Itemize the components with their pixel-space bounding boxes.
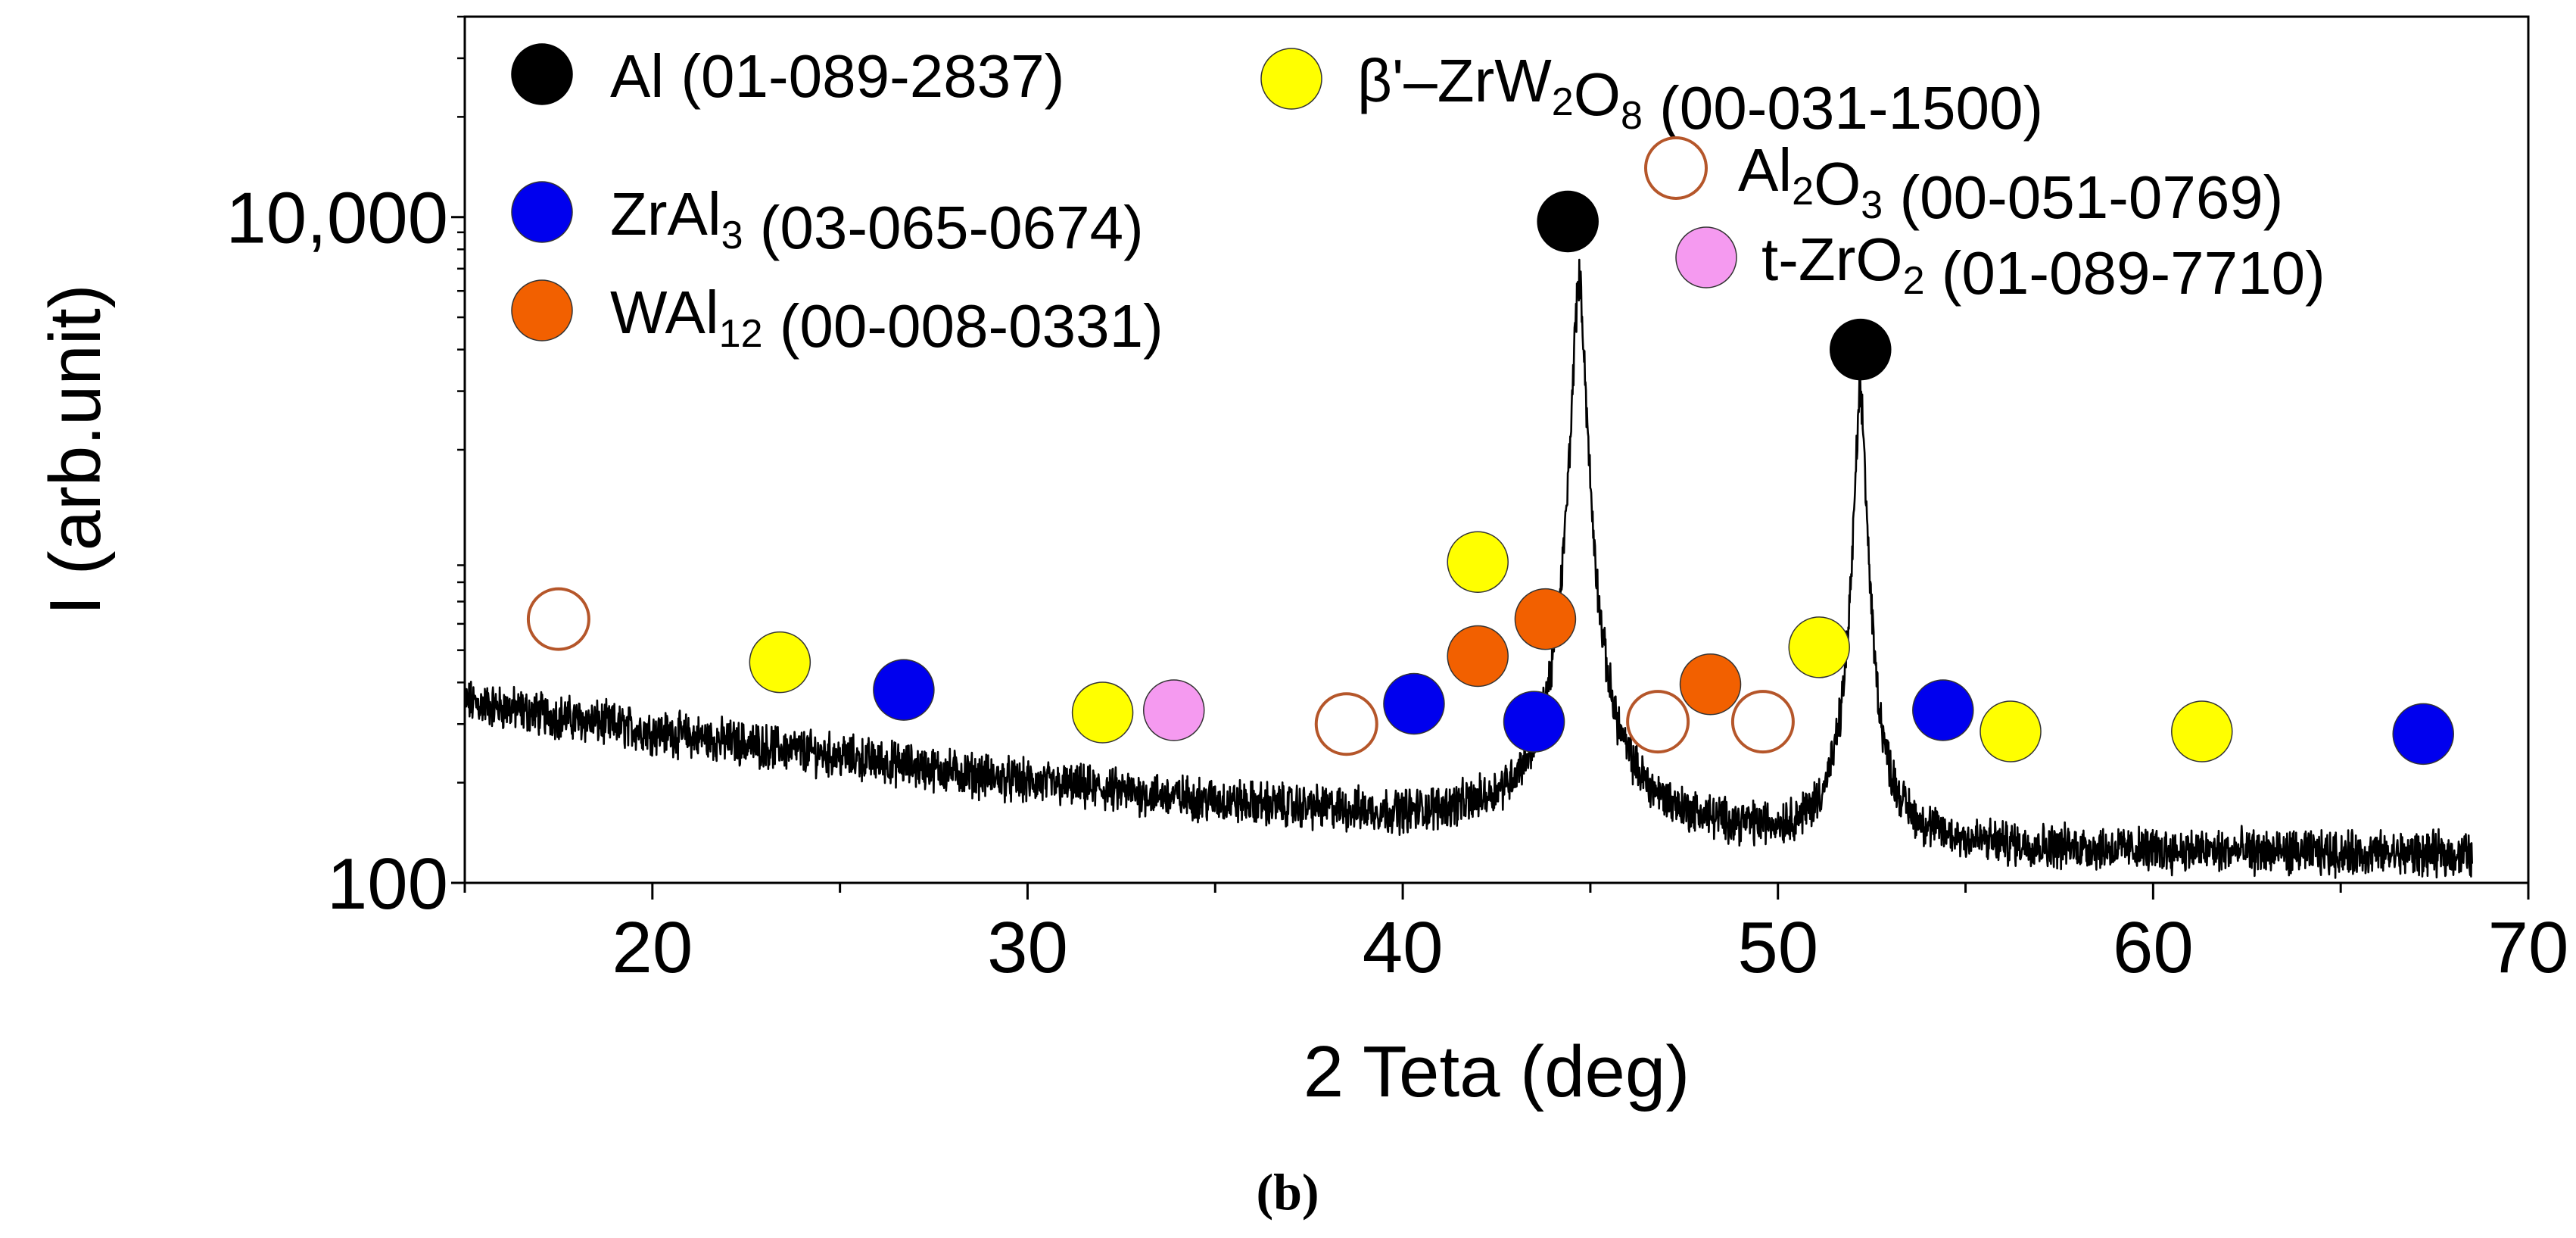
legend-label-zral3: ZrAl3 (03-065-0674) — [610, 180, 1144, 261]
marker-al2o3 — [1730, 690, 1795, 754]
legend: Al (01-089-2837) ZrAl3 (03-065-0674) WAl12… — [511, 42, 2325, 360]
marker-wal12 — [1447, 625, 1509, 688]
marker-zral3 — [1503, 691, 1565, 753]
x-tick-label: 70 — [2488, 907, 2569, 988]
figure-caption: (b) — [1256, 1163, 1319, 1221]
marker-zral3 — [1383, 672, 1445, 735]
y-axis-title: I (arb.unit) — [35, 284, 116, 615]
marker-al2o3 — [1314, 692, 1378, 756]
marker-zral3 — [873, 659, 935, 721]
x-tick-label: 30 — [987, 907, 1068, 988]
marker-zrw2o8 — [2171, 700, 2233, 762]
legend-marker-wal12 — [511, 279, 573, 341]
marker-wal12 — [1514, 588, 1577, 650]
y-tick-label: 100 — [327, 844, 448, 925]
legend-label-al2o3: Al2O3 (00-051-0769) — [1738, 136, 2283, 231]
marker-al — [1537, 190, 1599, 253]
legend-label-wal12: WAl12 (00-008-0331) — [610, 279, 1163, 360]
legend-label-zro2: t-ZrO2 (01-089-7710) — [1761, 226, 2325, 307]
legend-label-al: Al (01-089-2837) — [610, 42, 1064, 110]
phase-markers — [526, 190, 2454, 766]
legend-marker-al — [511, 43, 573, 105]
marker-zrw2o8 — [1447, 531, 1509, 594]
legend-marker-al2o3 — [1644, 136, 1708, 200]
x-tick-label: 40 — [1363, 907, 1444, 988]
legend-marker-zrw2o8 — [1260, 48, 1322, 110]
marker-zrw2o8 — [1788, 616, 1850, 678]
x-tick-label: 60 — [2113, 907, 2194, 988]
legend-marker-zral3 — [511, 181, 573, 243]
legend-marker-zro2 — [1675, 226, 1737, 288]
x-tick-label: 50 — [1737, 907, 1818, 988]
marker-zrw2o8 — [749, 631, 811, 694]
marker-zrw2o8 — [1980, 700, 2042, 762]
xrd-series-line — [463, 258, 2473, 879]
marker-al2o3 — [526, 587, 590, 651]
marker-zral3 — [1912, 679, 1974, 741]
marker-zral3 — [2392, 703, 2454, 766]
y-axis-ticks: 100 10,000 — [226, 15, 465, 925]
x-axis-ticks: 20 30 40 50 60 70 — [463, 883, 2569, 988]
marker-wal12 — [1679, 653, 1742, 716]
marker-zro2 — [1143, 679, 1205, 741]
marker-al2o3 — [1626, 690, 1690, 754]
x-tick-label: 20 — [612, 907, 693, 988]
legend-label-zrw2o8: β'–ZrW2O8 (00-031-1500) — [1357, 47, 2043, 142]
marker-al — [1830, 318, 1892, 381]
x-axis-title: 2 Teta (deg) — [1304, 1031, 1690, 1112]
y-tick-label: 10,000 — [226, 178, 448, 259]
marker-zrw2o8 — [1071, 681, 1134, 744]
